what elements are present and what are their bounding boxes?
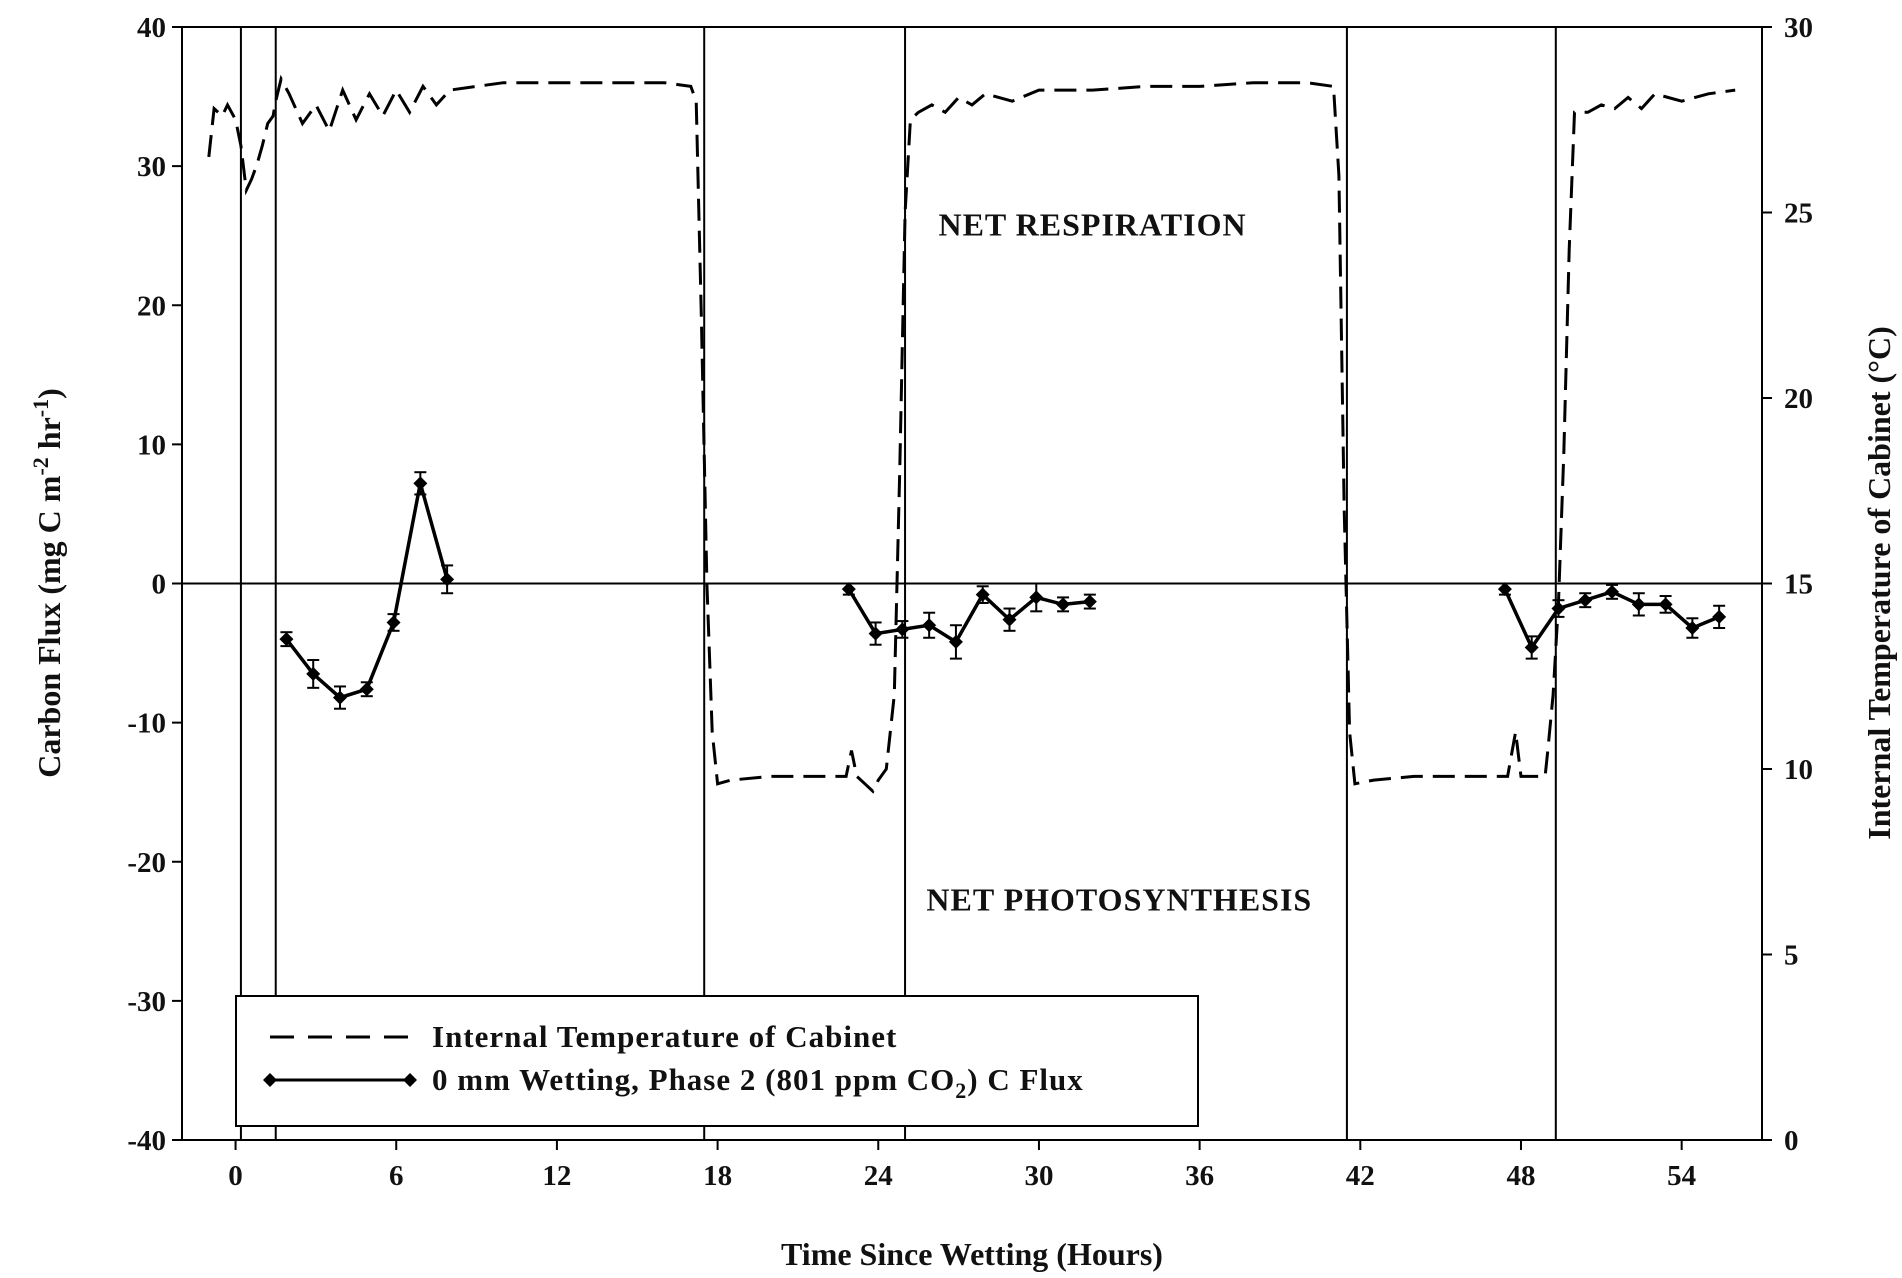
- y-left-tick-label-2: -20: [127, 847, 166, 879]
- flux-point-17: [1497, 582, 1512, 597]
- x-axis-ticks: 0 6 12 18 24 30 36 42 48 54: [228, 1140, 1696, 1192]
- y-right-tick-label-3: 15: [1784, 569, 1813, 601]
- flux-point-16: [1082, 594, 1097, 609]
- flux-point-4: [386, 615, 401, 630]
- series-internal-temperature: [207, 74, 1736, 794]
- flux-point-20: [1578, 593, 1593, 608]
- y-right-tick-label-2: 10: [1784, 754, 1813, 786]
- x-tick-label-9: 54: [1667, 1160, 1696, 1192]
- legend-flux-label-post: ) C Flux: [967, 1062, 1084, 1097]
- legend-flux-label: 0 mm Wetting, Phase 2 (801 ppm CO2) C Fl…: [432, 1062, 1084, 1103]
- series-carbon-flux: [279, 471, 1727, 710]
- flux-point-15: [1056, 597, 1071, 612]
- x-tick-label-3: 18: [703, 1160, 732, 1192]
- right-y-axis-ticks: 0 5 10 15 20 25 30: [1762, 12, 1813, 1157]
- y-right-tick-label-6: 30: [1784, 12, 1813, 44]
- flux-point-19: [1551, 601, 1566, 616]
- annotation-0: NET RESPIRATION: [938, 207, 1246, 243]
- flux-point-0: [279, 632, 294, 647]
- left-y-axis-title-end: ): [31, 388, 67, 399]
- x-tick-label-8: 48: [1506, 1160, 1535, 1192]
- flux-point-25: [1712, 609, 1727, 624]
- flux-point-22: [1631, 597, 1646, 612]
- y-right-tick-label-4: 20: [1784, 383, 1813, 415]
- phase-boundary-lines: [239, 27, 1557, 1140]
- y-left-tick-label-6: 20: [137, 290, 166, 322]
- x-tick-label-2: 12: [542, 1160, 571, 1192]
- y-left-tick-label-5: 10: [137, 429, 166, 461]
- flux-line-segment-1: [847, 588, 1090, 645]
- y-left-tick-label-1: -30: [127, 986, 166, 1018]
- flux-point-10: [922, 618, 937, 633]
- flux-point-3: [359, 682, 374, 697]
- flux-line-segment-0: [285, 482, 449, 700]
- flux-point-23: [1658, 597, 1673, 612]
- flux-point-9: [895, 622, 910, 637]
- flux-point-13: [1002, 612, 1017, 627]
- x-axis-title: Time Since Wetting (Hours): [781, 1236, 1163, 1272]
- flux-point-24: [1685, 621, 1700, 636]
- left-y-axis-title-mid: hr: [31, 417, 67, 457]
- x-tick-label-6: 36: [1185, 1160, 1214, 1192]
- x-tick-label-7: 42: [1346, 1160, 1375, 1192]
- right-y-axis-title: Internal Temperature of Cabinet (°C): [1861, 326, 1897, 840]
- y-left-tick-label-0: -40: [127, 1125, 166, 1157]
- legend-flux-marker-right: [403, 1073, 417, 1087]
- flux-point-5: [413, 476, 428, 491]
- legend-temp-label: Internal Temperature of Cabinet: [432, 1019, 897, 1054]
- annotation-1: NET PHOTOSYNTHESIS: [926, 881, 1312, 917]
- legend-box: [235, 995, 1199, 1127]
- flux-point-18: [1524, 640, 1539, 655]
- flux-point-1: [306, 666, 321, 681]
- left-y-axis-title-sup2: -1: [28, 399, 53, 417]
- legend-flux-marker-left: [263, 1073, 277, 1087]
- flux-point-6: [440, 572, 455, 587]
- left-y-axis-title: Carbon Flux (mg C m-2 hr-1): [28, 388, 67, 778]
- y-right-tick-label-5: 25: [1784, 198, 1813, 230]
- legend-flux-label-pre: 0 mm Wetting, Phase 2 (801 ppm CO: [432, 1062, 955, 1097]
- y-right-tick-label-1: 5: [1784, 940, 1799, 972]
- legend-flux-label-sub: 2: [955, 1078, 967, 1103]
- chart-annotations: NET RESPIRATION NET PHOTOSYNTHESIS: [926, 207, 1312, 918]
- x-tick-label-5: 30: [1024, 1160, 1053, 1192]
- flux-point-11: [948, 634, 963, 649]
- x-tick-label-1: 6: [389, 1160, 404, 1192]
- y-left-tick-label-4: 0: [152, 569, 167, 601]
- y-left-tick-label-3: -10: [127, 708, 166, 740]
- y-right-tick-label-0: 0: [1784, 1125, 1799, 1157]
- temperature-line: [207, 74, 1736, 794]
- left-y-axis-title-sup1: -2: [28, 457, 53, 475]
- y-left-tick-label-7: 30: [137, 151, 166, 183]
- flux-point-14: [1029, 590, 1044, 605]
- x-tick-label-4: 24: [864, 1160, 893, 1192]
- y-left-tick-label-8: 40: [137, 12, 166, 44]
- legend: Internal Temperature of Cabinet 0 mm Wet…: [235, 995, 1199, 1127]
- flux-point-7: [841, 582, 856, 597]
- x-tick-label-0: 0: [228, 1160, 243, 1192]
- flux-point-2: [333, 690, 347, 705]
- left-y-axis-title-main: Carbon Flux (mg C m: [31, 475, 67, 778]
- flux-point-21: [1605, 584, 1620, 599]
- flux-point-12: [975, 587, 990, 602]
- left-y-axis-ticks: -40 -30 -20 -10 0 10 20 30 40: [127, 12, 182, 1157]
- flux-point-8: [868, 626, 883, 641]
